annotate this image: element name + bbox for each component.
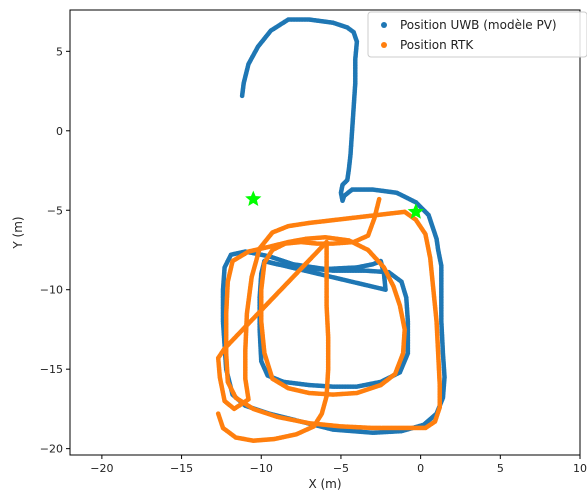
x-axis: −20 −15 −10 −5 0 5 10: [90, 455, 587, 475]
y-tick-label: −20: [40, 443, 63, 456]
series-1: [215, 196, 443, 444]
plot-area: [215, 17, 447, 444]
y-axis-label: Y (m): [11, 216, 25, 249]
x-axis-label: X (m): [308, 477, 341, 491]
x-tick-label: −5: [333, 462, 349, 475]
legend-marker-rtk: [381, 42, 387, 48]
x-tick-label: 10: [573, 462, 587, 475]
legend-box: [367, 11, 587, 58]
x-tick-label: −10: [250, 462, 273, 475]
y-tick-label: 5: [56, 45, 63, 58]
y-tick-label: −15: [40, 363, 63, 376]
legend-marker-uwb: [381, 22, 387, 28]
x-tick-label: −20: [90, 462, 113, 475]
y-tick-label: 0: [56, 125, 63, 138]
star-marker-1: [407, 203, 424, 219]
legend: Position UWB (modèle PV) Position RTK: [367, 11, 587, 58]
legend-label-rtk: Position RTK: [400, 38, 474, 52]
x-tick-label: −15: [170, 462, 193, 475]
y-tick-label: −5: [47, 204, 63, 217]
x-tick-label: 0: [417, 462, 424, 475]
star-marker-0: [245, 190, 262, 207]
legend-label-uwb: Position UWB (modèle PV): [400, 18, 557, 32]
y-tick-label: −10: [40, 284, 63, 297]
plot-frame: [69, 9, 581, 456]
series-2: [245, 190, 424, 219]
y-axis: −20 −15 −10 −5 0 5: [40, 45, 70, 456]
x-tick-label: 5: [497, 462, 504, 475]
data-point: [215, 411, 221, 416]
